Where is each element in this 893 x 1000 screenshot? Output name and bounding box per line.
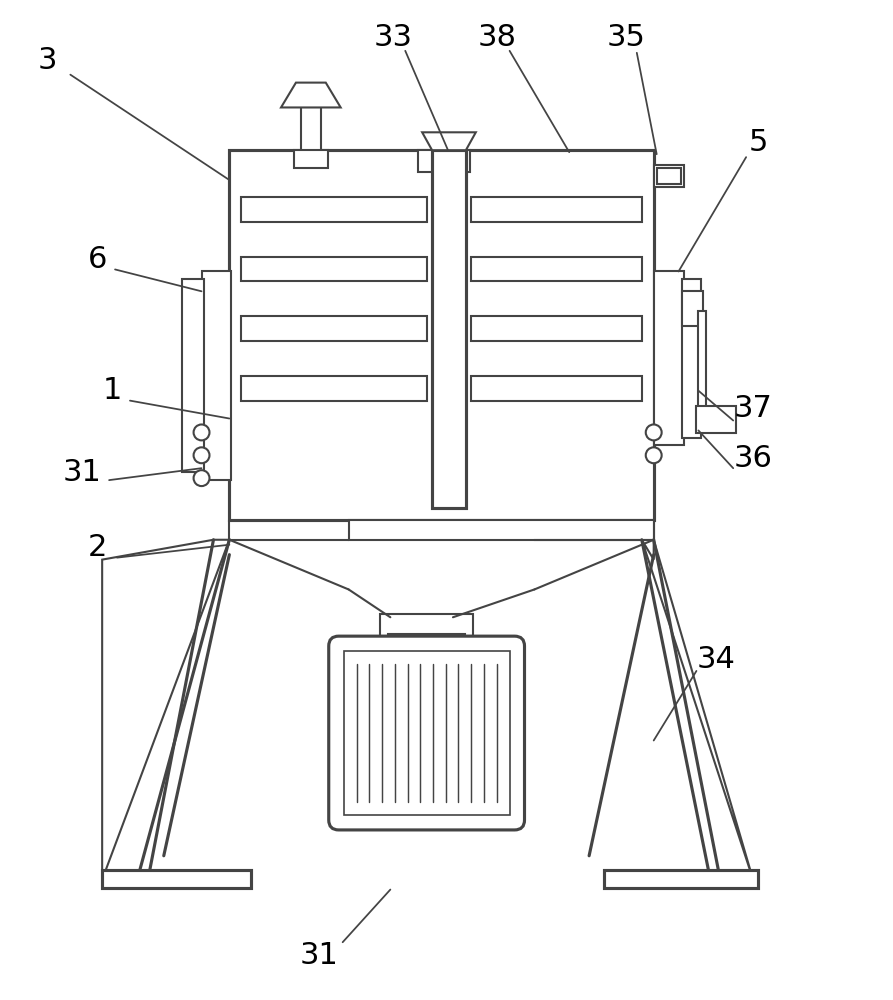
Bar bbox=[241, 316, 427, 341]
Bar bbox=[294, 150, 328, 168]
Bar bbox=[102, 870, 251, 888]
Polygon shape bbox=[422, 132, 476, 150]
Bar bbox=[344, 651, 510, 815]
Bar bbox=[432, 150, 466, 508]
FancyBboxPatch shape bbox=[329, 636, 524, 830]
Text: 38: 38 bbox=[477, 23, 516, 52]
Circle shape bbox=[194, 424, 210, 440]
Bar bbox=[471, 376, 642, 401]
Polygon shape bbox=[102, 540, 230, 880]
Text: 31: 31 bbox=[299, 941, 338, 970]
Bar bbox=[230, 150, 654, 520]
Polygon shape bbox=[281, 83, 340, 107]
Bar bbox=[181, 279, 204, 472]
Bar bbox=[654, 271, 683, 445]
Polygon shape bbox=[642, 540, 753, 880]
Text: 3: 3 bbox=[38, 46, 57, 75]
Circle shape bbox=[194, 447, 210, 463]
Bar bbox=[681, 279, 701, 438]
Bar bbox=[471, 316, 642, 341]
Bar bbox=[681, 291, 704, 326]
Text: 31: 31 bbox=[63, 458, 102, 487]
Text: 37: 37 bbox=[734, 394, 772, 423]
Bar bbox=[241, 197, 427, 222]
Circle shape bbox=[646, 447, 662, 463]
Text: 5: 5 bbox=[748, 128, 768, 157]
Text: 36: 36 bbox=[734, 444, 772, 473]
Bar bbox=[697, 406, 736, 433]
Bar bbox=[418, 150, 470, 172]
Bar bbox=[698, 311, 706, 411]
Text: 2: 2 bbox=[88, 533, 107, 562]
Bar bbox=[241, 376, 427, 401]
Bar bbox=[388, 634, 465, 646]
Bar bbox=[301, 107, 321, 152]
Text: 34: 34 bbox=[697, 645, 736, 674]
Text: 1: 1 bbox=[103, 376, 121, 405]
Circle shape bbox=[194, 470, 210, 486]
Bar bbox=[380, 614, 472, 636]
Bar bbox=[241, 257, 427, 281]
Bar bbox=[604, 870, 758, 888]
Text: 6: 6 bbox=[88, 245, 107, 274]
Text: 33: 33 bbox=[374, 23, 413, 52]
Bar bbox=[471, 197, 642, 222]
Circle shape bbox=[646, 424, 662, 440]
Bar bbox=[656, 168, 680, 184]
Text: 35: 35 bbox=[606, 23, 646, 52]
Bar bbox=[202, 271, 231, 480]
Bar bbox=[471, 257, 642, 281]
Bar bbox=[654, 165, 683, 187]
Bar bbox=[348, 520, 654, 540]
